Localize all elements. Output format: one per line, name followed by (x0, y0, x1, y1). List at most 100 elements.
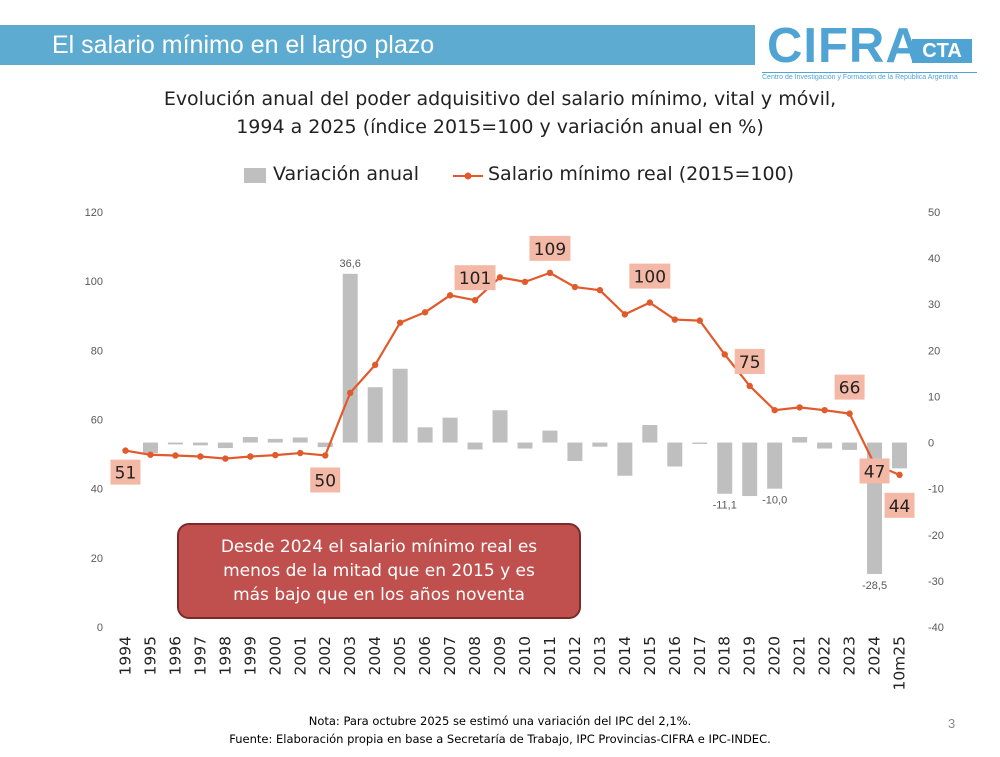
x-axis-tick-label: 2018 (716, 636, 734, 675)
legend-bar-swatch-rect (244, 168, 266, 183)
variation-bar-label: 36,6 (339, 258, 360, 270)
real-wage-point-2000 (272, 451, 279, 459)
logo-badge: CTA (912, 39, 972, 63)
right-axis-tick-label: -40 (928, 622, 944, 634)
variation-bar-2004 (367, 387, 383, 443)
real-wage-label-box (110, 459, 141, 485)
variation-bar-2000 (267, 438, 283, 443)
real-wage-point-2012 (571, 283, 579, 291)
real-wage-point-10m25 (896, 471, 903, 479)
real-wage-point-2006 (421, 309, 429, 316)
x-axis-tick-label: 2011 (541, 636, 559, 675)
banner-title: El salario mínimo en el largo plazo (52, 31, 435, 59)
annotation-line-2: menos de la mitad que en 2015 y es (223, 561, 535, 581)
x-axis-tick-label: 2019 (741, 636, 759, 675)
x-axis-tick-label: 1998 (216, 636, 234, 675)
annotation-callout: Desde 2024 el salario mínimo real es men… (177, 523, 581, 619)
real-wage-point-2018 (721, 351, 728, 358)
left-axis-tick-label: 60 (91, 415, 103, 427)
variation-bar-label: -28,5 (862, 580, 887, 592)
variation-bar-label: -10,0 (762, 495, 787, 507)
left-axis-tick-label: 40 (91, 484, 103, 496)
real-wage-point-1995 (147, 451, 154, 458)
x-axis-tick-label: 2024 (866, 636, 884, 675)
variation-bar-2019 (742, 442, 758, 497)
variation-bar-label: -11,1 (713, 500, 737, 512)
real-wage-point-2001 (297, 449, 304, 457)
real-wage-point-2022 (821, 406, 828, 414)
x-axis-tick-label: 2015 (641, 636, 659, 675)
real-wage-label: 75 (739, 353, 761, 373)
real-wage-label: 66 (839, 379, 861, 399)
variation-bar-2010 (517, 442, 533, 449)
legend-line-swatch (453, 172, 483, 180)
variation-bar-2020 (767, 442, 783, 489)
x-axis-tick-label: 2010 (516, 636, 534, 675)
real-wage-point-2014 (621, 311, 629, 318)
real-wage-label: 100 (634, 268, 666, 288)
variation-bar-2013 (592, 442, 608, 447)
x-axis-tick-label: 2013 (591, 636, 609, 675)
footnote: Nota: Para octubre 2025 se estimó una va… (308, 714, 692, 728)
variation-bar-2003 (342, 273, 358, 443)
source-note: Fuente: Elaboración propia en base a Sec… (229, 732, 771, 746)
real-wage-point-2013 (596, 286, 604, 294)
logo-wordmark: CIFRA (767, 19, 922, 73)
real-wage-label: 109 (534, 240, 566, 260)
right-axis-tick-label: 20 (928, 345, 940, 357)
x-axis-tick-label: 2001 (291, 636, 309, 675)
x-axis-tick-label: 1996 (166, 636, 184, 675)
logo-subtitle: Centro de Investigación y Formación de l… (762, 72, 977, 81)
x-axis-tick-label: 2012 (566, 636, 584, 675)
x-axis-tick-label: 2007 (441, 636, 459, 675)
x-axis-tick-label: 2022 (816, 636, 834, 675)
variation-bar-10m25 (892, 442, 908, 469)
real-wage-point-2021 (796, 404, 803, 411)
left-axis-tick-label: 0 (97, 622, 103, 634)
variation-bar-1996 (167, 442, 183, 445)
right-axis-tick-label: -10 (928, 484, 944, 496)
x-axis-tick-label: 2020 (766, 636, 784, 675)
x-axis-tick-label: 1995 (141, 636, 159, 675)
real-wage-label: 101 (459, 269, 491, 289)
real-wage-label-box (884, 492, 915, 518)
variation-bar-2002 (317, 442, 333, 448)
real-wage-point-2010 (521, 278, 529, 286)
legend-line-label: Salario mínimo real (2015=100) (488, 163, 795, 185)
x-axis-tick-label: 2008 (466, 636, 484, 675)
x-axis-tick-label: 1994 (116, 636, 134, 675)
annotation-line-1: Desde 2024 el salario mínimo real es (220, 537, 538, 557)
legend-bar-swatch (244, 168, 266, 183)
real-wage-point-2020 (771, 406, 778, 414)
real-wage-label-box (454, 265, 496, 291)
x-axis-tick-label: 2009 (491, 636, 509, 675)
real-wage-point-2008 (471, 296, 479, 304)
real-wage-label-box (859, 458, 890, 484)
variation-bar-1998 (217, 442, 233, 449)
right-axis-tick-label: -30 (928, 576, 944, 588)
right-axis-tick-label: 30 (928, 299, 940, 311)
real-wage-label: 47 (864, 462, 886, 482)
real-wage-point-2023 (846, 410, 853, 417)
x-axis-tick-label: 2021 (791, 636, 809, 675)
variation-bar-2023 (842, 442, 858, 450)
variation-bar-2021 (792, 437, 808, 443)
x-axis-tick-label: 2005 (391, 636, 409, 675)
right-axis-tick-label: 50 (928, 207, 940, 219)
real-wage-point-2005 (396, 319, 404, 326)
x-axis-tick-label: 2017 (691, 636, 709, 675)
variation-bar-2016 (667, 442, 683, 467)
x-axis-tick-label: 1997 (191, 636, 209, 675)
real-wage-point-2017 (696, 317, 703, 324)
x-axis-tick-label: 2002 (316, 636, 334, 675)
real-wage-point-1994 (122, 447, 129, 454)
variation-bar-2022 (817, 442, 833, 449)
real-wage-point-2016 (671, 316, 678, 323)
real-wage-label-box (834, 374, 865, 400)
x-axis-tick-label: 2016 (666, 636, 684, 675)
variation-bar-1995 (142, 442, 158, 454)
real-wage-label: 51 (115, 464, 137, 484)
variation-bar-2007 (442, 417, 458, 443)
right-axis-tick-label: 40 (928, 253, 940, 265)
